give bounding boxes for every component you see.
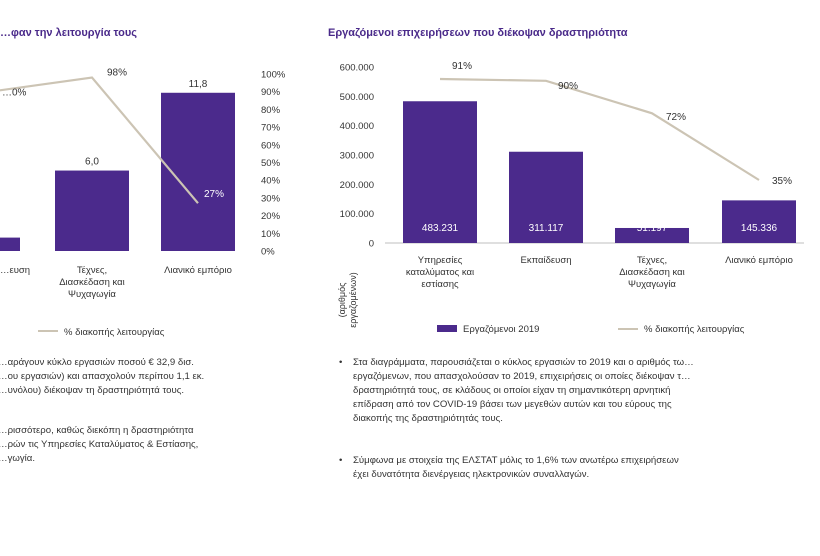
left-bullet-1-line: …υνόλου) διέκοψαν τη δραστηριότητά τους. bbox=[0, 385, 184, 396]
right-bullet-1-line: δραστηριότητά τους, σε κλάδους οι οποίοι… bbox=[353, 385, 671, 396]
left-chart-title: …φαν την λειτουργία τους bbox=[0, 27, 137, 39]
right-category-label: Υπηρεσίες bbox=[418, 255, 463, 266]
right-category-label: Λιανικό εμπόριο bbox=[725, 255, 793, 266]
right-left-axis-tick: 600.000 bbox=[340, 63, 374, 74]
right-bullet-1-line: Στα διαγράμματα, παρουσιάζεται ο κύκλος … bbox=[353, 357, 694, 368]
right-legend-bar-icon bbox=[437, 325, 457, 332]
right-line-label: 35% bbox=[772, 176, 792, 187]
left-category-label: Ψυχαγωγία bbox=[68, 289, 116, 300]
right-bullet-2-line: Σύμφωνα με στοιχεία της ΕΛΣΤΑΤ μόλις το … bbox=[353, 455, 679, 466]
left-bullet-2-line: …γωγία. bbox=[0, 453, 36, 464]
right-legend-label: % διακοπής λειτουργίας bbox=[644, 324, 745, 335]
right-bar bbox=[615, 227, 689, 243]
left-bullet-1: …αράγουν κύκλο εργασιών ποσού € 32,9 δισ… bbox=[0, 356, 204, 398]
right-bar-value-label: 51.197 bbox=[637, 223, 668, 234]
right-left-axis-tick: 300.000 bbox=[340, 151, 374, 162]
left-bullet-2-line: …ρών τις Υπηρεσίες Καταλύματος & Εστίαση… bbox=[0, 439, 199, 450]
left-right-axis-tick: 60% bbox=[261, 140, 281, 151]
left-line-series bbox=[0, 76, 199, 204]
right-left-axis-tick: 200.000 bbox=[340, 180, 374, 191]
left-right-axis-tick: 20% bbox=[261, 211, 281, 222]
right-category-label: καταλύματος και bbox=[406, 267, 474, 278]
charts-canvas: 6,0 11,8 …0% 98% 27% 0% 10% 20% 30% 40% 50% 60% 70% 8… bbox=[0, 61, 804, 338]
right-bar bbox=[722, 200, 796, 243]
right-bar-value-label: 311.117 bbox=[529, 223, 564, 234]
left-right-axis-tick: 100% bbox=[261, 70, 286, 81]
right-bar-value-label: 145.336 bbox=[741, 223, 778, 234]
left-legend-label: % διακοπής λειτουργίας bbox=[64, 327, 165, 338]
left-category-label: …ευση bbox=[0, 265, 30, 276]
left-right-axis-tick: 30% bbox=[261, 193, 281, 204]
left-line-label: 98% bbox=[107, 68, 127, 79]
right-left-axis-tick: 400.000 bbox=[340, 121, 374, 132]
left-bar bbox=[55, 170, 129, 251]
right-line-series bbox=[439, 77, 760, 181]
right-y-axis-label: (αριθμός bbox=[337, 282, 347, 318]
right-bullet-2: • Σύμφωνα με στοιχεία της ΕΛΣΤΑΤ μόλις τ… bbox=[339, 454, 679, 482]
right-bar bbox=[403, 101, 477, 243]
left-right-axis-tick: 50% bbox=[261, 158, 281, 169]
left-bar bbox=[0, 237, 20, 251]
left-bar-label: 6,0 bbox=[85, 157, 99, 168]
left-bullet-1-line: …ου εργασιών) και απασχολούν περίπου 1,1… bbox=[0, 371, 205, 382]
right-line-label: 91% bbox=[452, 61, 472, 72]
left-right-axis-tick: 80% bbox=[261, 105, 281, 116]
left-bullet-2-line: …ρισσότερο, καθώς διεκόπη η δραστηριότητ… bbox=[0, 425, 194, 436]
right-bullet-1-line: διακοπής της δραστηριότητάς τους. bbox=[353, 413, 503, 424]
right-bar bbox=[509, 151, 583, 243]
right-category-label: Τέχνες, bbox=[637, 255, 667, 266]
left-right-axis-tick: 40% bbox=[261, 176, 281, 187]
left-right-axis-tick: 70% bbox=[261, 123, 281, 134]
right-category-label: Ψυχαγωγία bbox=[628, 279, 676, 290]
right-bullet-2-line: έχει δυνατότητα διενέργειας ηλεκτρονικών… bbox=[353, 469, 590, 480]
left-line-label: 27% bbox=[204, 189, 224, 200]
left-category-label: Διασκέδαση και bbox=[59, 277, 125, 288]
right-bullet-1-line: επίδραση από τον COVID-19 βάσει των μεγε… bbox=[353, 399, 672, 410]
right-left-axis-tick: 100.000 bbox=[340, 209, 374, 220]
right-bar-value-label: 483.231 bbox=[422, 223, 459, 234]
left-category-label: Λιανικό εμπόριο bbox=[164, 265, 232, 276]
left-bar-label: 11,8 bbox=[189, 79, 208, 90]
right-legend-label: Εργαζόμενοι 2019 bbox=[463, 324, 539, 335]
left-bullet-2: …ρισσότερο, καθώς διεκόπη η δραστηριότητ… bbox=[0, 424, 198, 466]
left-category-label: Τέχνες, bbox=[77, 265, 107, 276]
right-left-axis-tick: 500.000 bbox=[340, 92, 374, 103]
right-chart-title: Εργαζόμενοι επιχειρήσεων που διέκοψαν δρ… bbox=[328, 27, 628, 39]
right-line-label: 90% bbox=[558, 81, 578, 92]
left-right-axis-tick: 10% bbox=[261, 229, 281, 240]
right-y-axis-label: εργαζομένων) bbox=[348, 272, 358, 327]
right-category-label: Εκπαίδευση bbox=[521, 255, 572, 266]
right-left-axis-tick: 0 bbox=[369, 239, 374, 250]
bullet-dot-icon: • bbox=[339, 357, 343, 368]
right-category-label: Διασκέδαση και bbox=[619, 267, 685, 278]
right-line-label: 72% bbox=[666, 112, 686, 123]
left-bullet-1-line: …αράγουν κύκλο εργασιών ποσού € 32,9 δισ… bbox=[0, 357, 194, 368]
bullet-dot-icon: • bbox=[339, 455, 343, 466]
left-bar bbox=[161, 92, 235, 251]
right-bullet-1: • Στα διαγράμματα, παρουσιάζεται ο κύκλο… bbox=[339, 356, 694, 426]
right-bullet-1-line: εργαζόμενων, που απασχολούσαν το 2019, ε… bbox=[353, 371, 691, 382]
right-category-label: εστίασης bbox=[421, 279, 459, 290]
left-line-label: …0% bbox=[2, 88, 27, 99]
left-right-axis-tick: 90% bbox=[261, 87, 281, 98]
left-right-axis-tick: 0% bbox=[261, 247, 275, 258]
